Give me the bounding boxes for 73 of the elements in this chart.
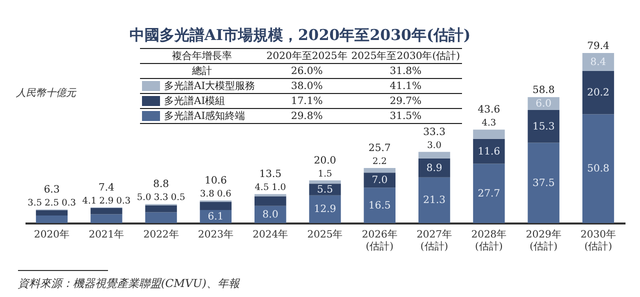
total-label: 79.4	[587, 41, 610, 52]
total-label: 33.3	[423, 126, 446, 138]
annotation: 41.1%	[349, 78, 462, 94]
annotation: 29.8%	[264, 108, 350, 124]
data-label: 7.0	[372, 175, 388, 186]
data-label: 5.5	[317, 184, 333, 196]
x-tick-label: 2029年 (估計)	[526, 228, 562, 252]
x-tick-label: 2021年	[88, 228, 124, 240]
total-label: 43.6	[478, 104, 500, 116]
data-label: 37.5	[532, 178, 555, 189]
annotation: 2025年至2030年(估計)	[349, 48, 462, 64]
y-axis-title: 人民幣十億元	[16, 86, 76, 100]
total-label: 58.8	[532, 85, 555, 96]
data-label: 1.5	[318, 169, 332, 180]
data-label: 3.8	[200, 190, 215, 200]
data-label: 8.9	[426, 162, 442, 174]
data-label: 0.5	[170, 193, 186, 204]
legend-label: 多光譜AI感知終端	[140, 108, 264, 124]
source-note: 資料來源：機器視覺產業聯盟(CMVU)、年報	[18, 276, 240, 291]
x-tick-label: 2025年	[307, 228, 343, 240]
data-label: 4.3	[482, 118, 496, 129]
data-label: 0.6	[217, 190, 232, 200]
data-label: 11.6	[478, 146, 500, 158]
data-label: 6.1	[208, 211, 224, 222]
data-label: 50.8	[587, 164, 610, 175]
total-label: 20.0	[314, 155, 336, 166]
x-tick-label: 2022年	[143, 228, 179, 240]
data-label: 6.0	[536, 98, 552, 110]
x-tick-label: 2024年	[252, 228, 288, 240]
x-tick-label: 2028年 (估計)	[471, 228, 507, 252]
data-label: 8.4	[590, 56, 606, 68]
x-tick-label: 2026年 (估計)	[362, 228, 398, 252]
data-label: 4.5	[254, 183, 270, 194]
legend-label: 多光譜AI模組	[140, 94, 264, 108]
chart-title: 中國多光譜AI市場規模，2020年至2030年(估計)	[129, 26, 471, 44]
data-label: 12.9	[314, 204, 336, 216]
data-label: 3.3	[154, 193, 168, 204]
annotation: 複合年增長率	[140, 48, 264, 64]
x-tick-label: 2030年 (估計)	[580, 228, 616, 252]
data-label: 0.3	[62, 198, 76, 209]
legend-label: 多光譜AI大模型服務	[140, 78, 264, 94]
annotation: 26.0%	[264, 64, 350, 78]
data-label: 3.0	[427, 140, 442, 151]
x-tick-label: 2020年	[34, 228, 70, 240]
data-label: 4.1	[82, 196, 97, 206]
annotation: 31.8%	[349, 64, 462, 78]
annotation: 29.7%	[349, 94, 462, 108]
total-label: 13.5	[259, 169, 282, 180]
data-label: 0.3	[116, 196, 131, 206]
data-label: 16.5	[368, 200, 391, 212]
data-label: 21.3	[423, 195, 446, 206]
data-label: 20.2	[587, 88, 610, 99]
total-label: 10.6	[204, 176, 227, 187]
data-label: 15.3	[532, 121, 555, 132]
annotation: 31.5%	[349, 108, 462, 124]
total-label: 6.3	[44, 184, 60, 196]
total-label: 7.4	[98, 182, 114, 194]
x-tick-label: 2023年	[198, 228, 234, 240]
total-label: 25.7	[368, 142, 391, 154]
total-label: 8.8	[153, 179, 170, 190]
annotation: 38.0%	[264, 78, 350, 94]
data-label: 2.2	[372, 156, 387, 167]
data-label: 5.0	[136, 193, 152, 204]
data-label: 3.5	[28, 198, 42, 209]
data-label: 8.0	[262, 209, 278, 220]
annotation: 2020年至2025年	[264, 48, 350, 64]
data-label: 27.7	[478, 188, 500, 200]
data-label: 1.0	[272, 183, 286, 194]
x-tick-label: 2027年 (估計)	[416, 228, 452, 252]
annotation: 17.1%	[264, 94, 350, 108]
data-label: 2.5	[44, 198, 60, 209]
annotation: 總計	[140, 64, 264, 78]
data-label: 2.9	[99, 196, 114, 206]
